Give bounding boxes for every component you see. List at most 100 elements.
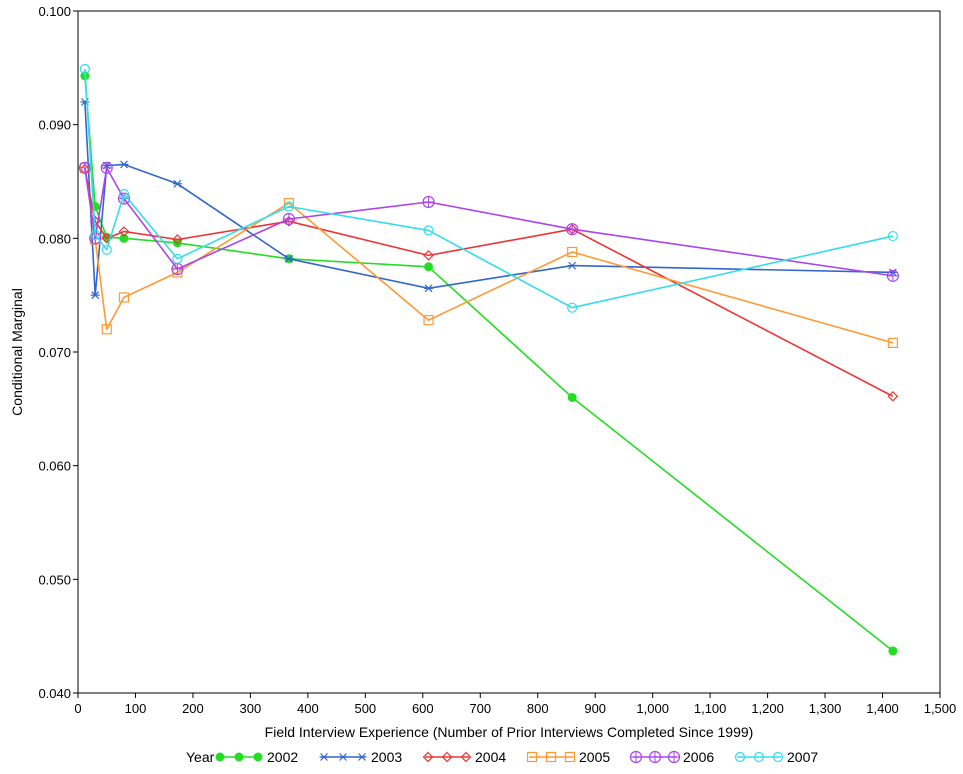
legend-marker — [734, 751, 746, 763]
legend-label: 2004 — [475, 749, 506, 765]
marker-shape — [423, 250, 434, 261]
data-point-2006 — [422, 195, 435, 209]
data-point-2006 — [282, 212, 296, 226]
data-point-2002 — [567, 392, 577, 402]
x-tick-label: 900 — [584, 701, 606, 716]
x-tick-label: 200 — [182, 701, 204, 716]
series-line-2004 — [84, 168, 894, 398]
data-point-2002 — [119, 233, 129, 243]
marker-shape — [118, 226, 130, 237]
data-point-2002 — [888, 646, 898, 656]
y-tick-label: 0.090 — [38, 118, 71, 133]
marker-shape — [91, 291, 100, 300]
marker-shape — [423, 315, 434, 326]
data-point-2002 — [424, 262, 434, 272]
x-tick-label: 400 — [297, 701, 319, 716]
data-point-2005 — [101, 324, 112, 335]
marker-shape — [441, 751, 453, 763]
marker-shape — [424, 284, 433, 293]
legend-marker — [234, 752, 244, 762]
marker-shape — [422, 751, 434, 763]
legend-marker — [422, 751, 434, 763]
data-point-2004 — [887, 390, 899, 402]
series-2006 — [78, 161, 899, 282]
legend-item-2003: 2003 — [319, 749, 402, 765]
legend-marker — [319, 753, 329, 761]
legend-label: 2003 — [371, 749, 402, 765]
marker-shape — [118, 188, 130, 200]
data-point-2006 — [171, 262, 184, 276]
legend-marker — [629, 750, 643, 764]
legend-marker — [215, 752, 225, 762]
data-point-2007 — [423, 225, 434, 236]
legend-item-2004: 2004 — [422, 749, 506, 765]
y-tick-label: 0.050 — [38, 572, 71, 587]
x-axis: 0 100 200 300 400 500 600 700 800 900 1,000 1,100 1,… — [74, 693, 956, 716]
legend-item-2007: 2007 — [734, 749, 818, 765]
marker-shape — [234, 752, 244, 762]
plot-area-frame — [77, 10, 941, 694]
data-point-2004 — [172, 234, 183, 245]
marker-shape — [888, 646, 898, 656]
marker-shape — [339, 753, 347, 761]
series-layer — [78, 63, 899, 656]
x-tick-label: 0 — [74, 701, 81, 716]
legend: Year 2002 2003 2004 2005 2006 2007 — [186, 749, 818, 765]
marker-shape — [887, 337, 898, 349]
marker-shape — [172, 234, 183, 245]
data-point-2004 — [118, 226, 130, 237]
y-axis-title: Conditional Marginal — [9, 288, 25, 416]
data-point-2003 — [567, 261, 577, 270]
data-point-2005 — [283, 197, 295, 209]
marker-shape — [568, 261, 577, 270]
y-axis: 0.040 0.050 0.060 0.070 0.080 0.090 0.100 — [38, 4, 78, 701]
marker-shape — [120, 160, 128, 169]
marker-shape — [173, 179, 182, 188]
marker-shape — [215, 752, 225, 762]
marker-shape — [526, 751, 538, 763]
data-point-2005 — [118, 292, 130, 303]
x-tick-label: 1,200 — [751, 701, 784, 716]
legend-marker — [441, 751, 453, 763]
data-point-2007 — [90, 229, 101, 241]
data-point-2007 — [567, 302, 578, 313]
x-tick-label: 100 — [125, 701, 147, 716]
marker-shape — [320, 753, 328, 761]
marker-shape — [101, 324, 112, 335]
data-point-2006 — [886, 269, 899, 282]
marker-shape — [119, 233, 129, 243]
marker-shape — [253, 752, 263, 762]
data-point-2006 — [100, 161, 113, 174]
marker-shape — [753, 751, 765, 763]
legend-title: Year — [186, 749, 215, 765]
marker-shape — [90, 229, 101, 241]
series-2007 — [79, 63, 898, 313]
marker-shape — [545, 751, 557, 763]
legend-marker — [648, 750, 662, 764]
data-point-2004 — [423, 250, 434, 261]
y-tick-label: 0.070 — [38, 345, 71, 360]
legend-marker — [753, 751, 765, 763]
marker-shape — [564, 751, 576, 763]
data-point-2007 — [283, 201, 295, 212]
data-point-2003 — [424, 284, 434, 293]
legend-label: 2005 — [579, 749, 610, 765]
x-tick-label: 300 — [240, 701, 262, 716]
marker-shape — [460, 751, 472, 763]
marker-shape — [172, 253, 183, 264]
data-point-2003 — [284, 254, 294, 263]
y-tick-label: 0.060 — [38, 459, 71, 474]
legend-marker — [772, 751, 784, 763]
legend-marker — [667, 750, 681, 764]
marker-shape — [358, 753, 366, 761]
x-tick-label: 800 — [527, 701, 549, 716]
data-point-2006 — [78, 161, 91, 174]
data-point-2005 — [423, 315, 434, 326]
data-point-2003 — [119, 160, 129, 169]
data-point-2007 — [887, 230, 898, 242]
x-tick-label: 600 — [412, 701, 434, 716]
legend-marker — [253, 752, 263, 762]
x-tick-label: 1,500 — [924, 701, 957, 716]
legend-label: 2002 — [267, 749, 298, 765]
